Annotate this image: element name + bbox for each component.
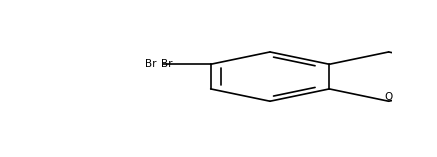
- Text: O: O: [385, 92, 393, 102]
- Text: Br: Br: [145, 59, 156, 69]
- Text: Br: Br: [161, 59, 172, 69]
